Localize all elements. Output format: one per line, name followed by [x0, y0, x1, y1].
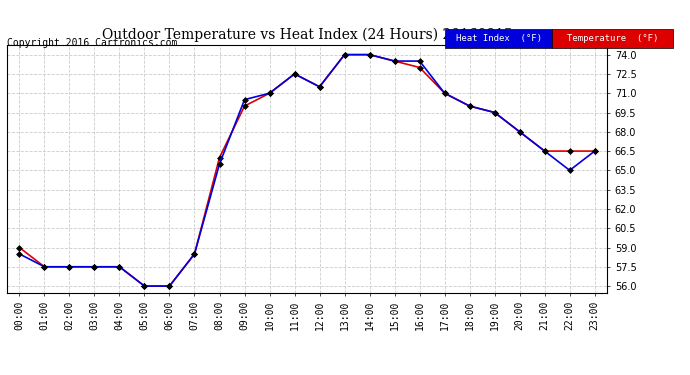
Text: Copyright 2016 Cartronics.com: Copyright 2016 Cartronics.com — [7, 38, 177, 48]
Text: Heat Index  (°F): Heat Index (°F) — [455, 34, 542, 43]
Text: Temperature  (°F): Temperature (°F) — [566, 34, 658, 43]
Title: Outdoor Temperature vs Heat Index (24 Hours) 20160915: Outdoor Temperature vs Heat Index (24 Ho… — [101, 28, 513, 42]
